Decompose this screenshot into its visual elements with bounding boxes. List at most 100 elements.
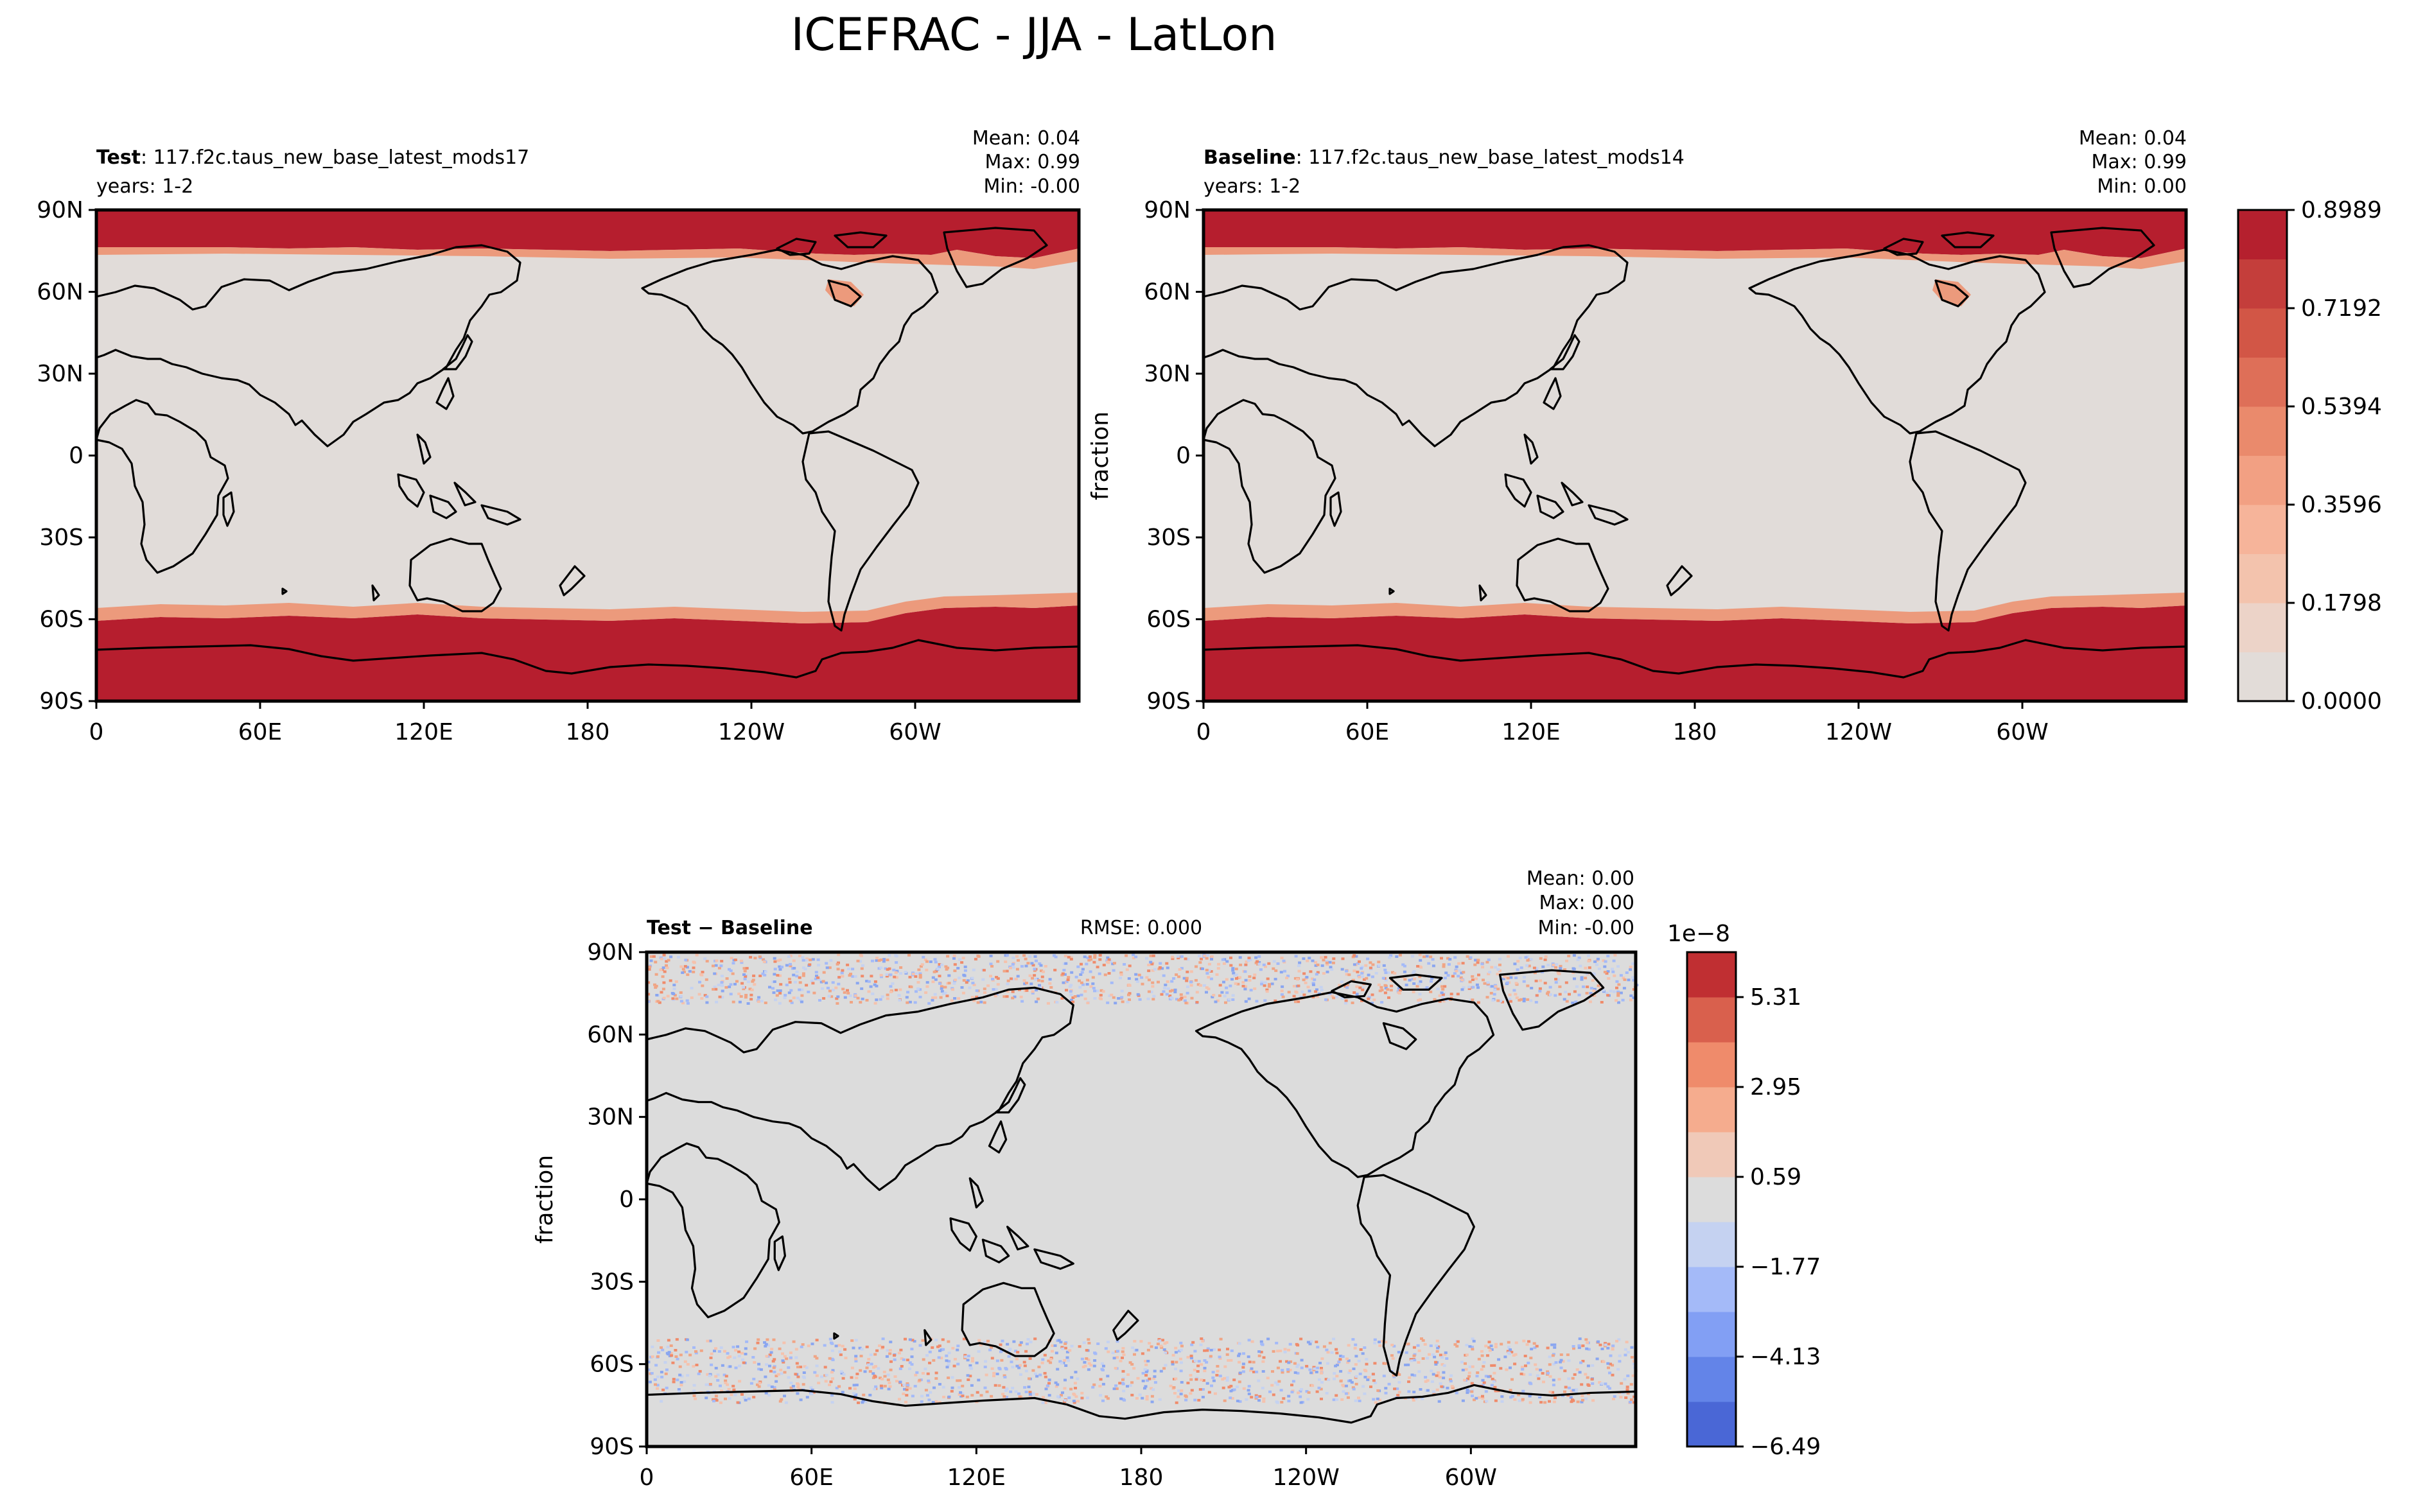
diff-speckle [738,1000,742,1004]
diff-speckle [1533,971,1537,975]
diff-speckle [752,1396,756,1399]
diff-speckle [1629,968,1633,971]
diff-speckle [708,1373,712,1376]
diff-speckle [787,955,791,958]
diff-speckle [857,1401,860,1404]
diff-speckle [1462,971,1466,974]
diff-speckle [992,1371,996,1375]
diff-speckle [1354,1375,1358,1378]
diff-speckle [1039,964,1043,967]
diff-speckle [854,1339,858,1342]
diff-speckle [985,1373,988,1377]
diff-speckle [1253,973,1257,977]
diff-speckle [1632,1360,1636,1363]
diff-speckle [1013,995,1017,998]
diff-speckle [1441,996,1445,999]
diff-speckle [1174,1377,1178,1380]
diff-speckle [1223,1377,1227,1380]
diff-speckle [1575,985,1579,988]
diff-speckle [1430,977,1434,980]
diff-speckle [878,1344,882,1347]
diff-speckle [1444,971,1448,975]
diff-speckle [1455,965,1458,968]
diff-speckle [1426,1379,1430,1382]
diff-speckle [1305,1390,1309,1393]
diff-speckle [1290,1384,1293,1387]
diff-speckle [1250,1396,1254,1399]
diff-speckle [981,978,985,981]
diff-speckle [1122,1353,1126,1357]
diff-speckle [1621,998,1625,1002]
diff-speckle [685,1338,689,1341]
diff-speckle [997,1384,1001,1387]
lon-tick-label: 180 [1673,719,1717,745]
diff-speckle [1076,995,1080,998]
diff-speckle [976,1001,980,1004]
diff-speckle [1110,993,1114,996]
diff-speckle [1110,981,1114,984]
colorbar-segment [2238,455,2287,505]
diff-speckle [812,991,816,995]
diff-speckle [886,1378,890,1382]
diff-speckle [1144,1374,1148,1377]
colorbar-segment [2238,210,2287,259]
diff-speckle [1071,1000,1075,1004]
diff-speckle [1499,1367,1503,1370]
diff-speckle [796,1375,800,1378]
diff-speckle [836,968,840,971]
diff-speckle [1004,960,1008,963]
diff-speckle [1367,1376,1371,1379]
diff-speckle [1238,1360,1241,1364]
diff-speckle [1466,1388,1469,1391]
diff-speckle [1390,1354,1394,1357]
diff-speckle [1487,973,1491,976]
diff-speckle [1025,1343,1029,1346]
diff-speckle [778,1002,782,1005]
diff-speckle [1083,1360,1087,1364]
diff-speckle [751,978,755,982]
diff-speckle [679,991,683,994]
diff-speckle [1427,962,1431,965]
diff-speckle [1176,955,1180,958]
diff-speckle [1126,1373,1130,1376]
diff-speckle [649,955,653,958]
diff-speckle [787,1366,791,1369]
diff-speckle [1043,1371,1047,1375]
diff-speckle [1403,964,1406,968]
diff-speckle [1276,962,1280,965]
diff-speckle [733,959,737,961]
diff-speckle [1577,956,1581,959]
diff-speckle [1526,998,1530,1001]
diff-speckle [647,993,651,996]
diff-speckle [1016,1351,1020,1354]
diff-speckle [945,995,949,998]
diff-speckle [740,1393,744,1396]
diff-speckle [773,1370,776,1373]
diff-speckle [1024,1369,1028,1373]
diff-speckle [654,1364,658,1367]
diff-speckle [1528,1373,1532,1376]
diff-speckle [800,1345,803,1348]
diff-speckle [737,1350,741,1353]
diff-speckle [1134,973,1138,976]
diff-speckle [1335,1398,1338,1402]
diff-speckle [744,975,748,978]
diff-speckle [856,959,860,962]
diff-speckle [1281,1369,1284,1372]
diff-speckle [1426,1357,1429,1360]
diff-speckle [1198,955,1201,957]
diff-speckle [1272,1350,1275,1353]
lat-tick-label: 0 [69,443,83,469]
diff-speckle [1150,1345,1153,1348]
diff-speckle [665,1368,669,1371]
diff-speckle [1327,1378,1331,1381]
diff-speckle [1534,979,1538,982]
diff-speckle [1378,1344,1382,1347]
diff-speckle [1563,1390,1566,1393]
diff-speckle [753,1361,757,1364]
diff-speckle [1373,1341,1377,1344]
diff-speckle [794,1373,798,1376]
diff-speckle [1380,1340,1384,1343]
diff-speckle [985,1390,989,1393]
